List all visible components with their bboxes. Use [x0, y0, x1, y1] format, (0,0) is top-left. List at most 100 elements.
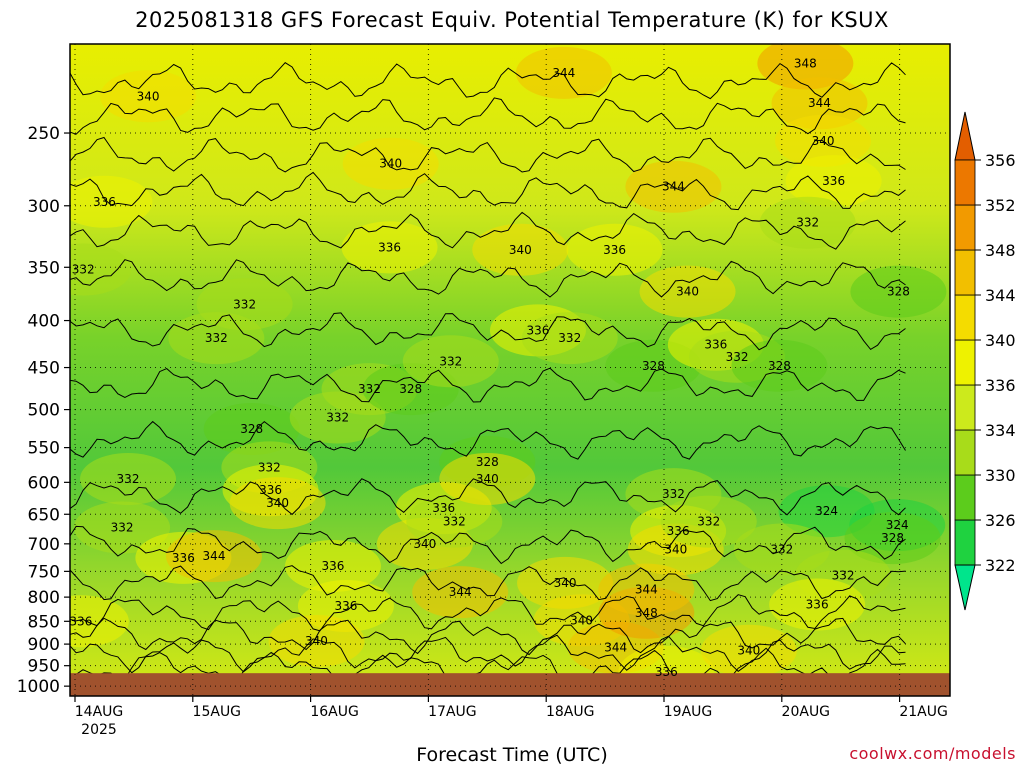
contour-line [70, 211, 906, 250]
year-label: 2025 [81, 722, 117, 738]
contour-label: 332 [697, 515, 720, 529]
colorbar-segment [954, 429, 976, 476]
chart-title: 2025081318 GFS Forecast Equiv. Potential… [135, 8, 889, 32]
contour-label: 332 [326, 410, 349, 424]
colorbar-segment [954, 294, 976, 341]
y-tick-label: 550 [28, 439, 60, 459]
x-tick-label: 16AUG [310, 704, 359, 720]
contour-label: 332 [205, 331, 228, 345]
contour-label: 336 [93, 195, 116, 209]
colorbar-label: 330 [985, 466, 1016, 485]
field-patch [515, 46, 612, 99]
y-tick-label: 850 [28, 612, 60, 632]
contour-label: 336 [527, 323, 550, 337]
field-patch [196, 278, 293, 331]
field-patch [402, 335, 499, 388]
y-tick-label: 500 [28, 401, 60, 421]
colorbar-segment [954, 519, 976, 566]
contour-label: 336 [172, 551, 195, 565]
field-patch [80, 452, 177, 505]
colorbar-label: 334 [985, 421, 1016, 440]
contour-label: 328 [768, 359, 791, 373]
contour-line [70, 525, 906, 565]
credit-link[interactable]: coolwx.com/models [849, 744, 1016, 763]
x-tick-label: 17AUG [428, 704, 477, 720]
field-patch [731, 339, 828, 392]
contour-label: 324 [815, 504, 838, 518]
contour-label: 336 [322, 559, 345, 573]
field-patch [844, 512, 941, 565]
contour-label: 336 [432, 501, 455, 515]
colorbar-segment [954, 204, 976, 251]
contour-label: 336 [378, 240, 401, 254]
field-patch [166, 530, 263, 583]
x-tick-label: 15AUG [193, 704, 242, 720]
contour-label: 332 [770, 542, 793, 556]
contour-label: 336 [334, 599, 357, 613]
contour-label: 340 [812, 134, 835, 148]
field-patch [406, 495, 503, 548]
contour-label: 340 [509, 243, 532, 257]
colorbar-label: 356 [985, 151, 1016, 170]
field-patch [769, 578, 866, 631]
contour-label: 336 [603, 243, 626, 257]
field-patch [759, 196, 856, 249]
contour-line [70, 594, 906, 632]
contour-label: 336 [667, 524, 690, 538]
contour-label: 332 [111, 521, 134, 535]
colorbar-label: 340 [985, 331, 1016, 350]
contour-label: 348 [635, 606, 658, 620]
contour-line [70, 312, 906, 351]
y-tick-label: 450 [28, 359, 60, 379]
contour-line [70, 634, 906, 674]
contour-label: 340 [664, 542, 687, 556]
y-tick-label: 650 [28, 505, 60, 525]
contour-label: 324 [886, 518, 909, 532]
contour-label: 328 [399, 382, 422, 396]
contour-label: 332 [832, 569, 855, 583]
contour-label: 344 [635, 583, 658, 597]
contour-label: 328 [476, 455, 499, 469]
contour-label: 336 [259, 483, 282, 497]
contour-label: 332 [233, 297, 256, 311]
field-patch [70, 243, 132, 296]
contour-label: 340 [266, 496, 289, 510]
contour-line [70, 136, 906, 173]
y-tick-label: 300 [28, 197, 60, 217]
y-tick-label: 1000 [17, 677, 60, 697]
contour-label: 332 [72, 263, 95, 277]
contour-label: 344 [449, 585, 472, 599]
field-patch [229, 477, 326, 530]
colorbar-extend-max [954, 111, 976, 161]
contour-label: 336 [655, 665, 678, 679]
contour-label: 340 [570, 613, 593, 627]
contour-label: 336 [704, 338, 727, 352]
contour-line [70, 259, 906, 298]
contour-label: 336 [69, 614, 92, 628]
x-tick-label: 20AUG [782, 704, 831, 720]
contour-label: 328 [240, 422, 263, 436]
x-tick-label: 18AUG [546, 704, 595, 720]
x-tick-label: 21AUG [899, 704, 948, 720]
contour-label: 344 [203, 549, 226, 563]
field-patch [284, 540, 381, 593]
plot-frame [69, 43, 951, 697]
contour-label: 332 [726, 350, 749, 364]
y-tick-label: 950 [28, 657, 60, 677]
field-patch [598, 563, 695, 616]
colorbar-label: 336 [985, 376, 1016, 395]
colorbar-segment [954, 339, 976, 386]
y-tick-label: 350 [28, 258, 60, 278]
field-patch [850, 265, 947, 318]
contour-label: 328 [881, 531, 904, 545]
field-patch [521, 312, 618, 365]
contour-line [70, 617, 906, 656]
contour-label: 332 [358, 382, 381, 396]
field-patch [342, 137, 439, 190]
field-patch [771, 77, 868, 130]
colorbar-segment [954, 249, 976, 296]
contour-label: 344 [604, 641, 627, 655]
colorbar-extend-min [954, 564, 976, 611]
contour-label: 340 [554, 576, 577, 590]
